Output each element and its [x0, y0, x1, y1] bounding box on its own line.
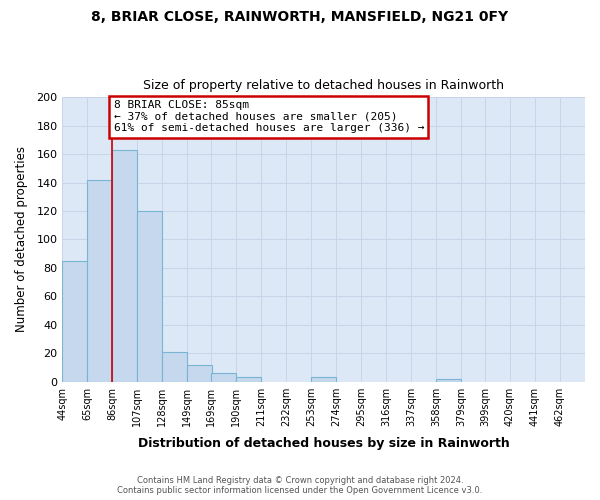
Bar: [436, 379, 461, 382]
Bar: [187, 364, 212, 382]
X-axis label: Distribution of detached houses by size in Rainworth: Distribution of detached houses by size …: [138, 437, 509, 450]
Bar: [211, 373, 236, 382]
Bar: [62, 261, 88, 382]
Bar: [88, 180, 112, 382]
Bar: [137, 211, 163, 382]
Bar: [311, 378, 336, 382]
Text: 8 BRIAR CLOSE: 85sqm
← 37% of detached houses are smaller (205)
61% of semi-deta: 8 BRIAR CLOSE: 85sqm ← 37% of detached h…: [113, 100, 424, 134]
Text: 8, BRIAR CLOSE, RAINWORTH, MANSFIELD, NG21 0FY: 8, BRIAR CLOSE, RAINWORTH, MANSFIELD, NG…: [91, 10, 509, 24]
Text: Contains HM Land Registry data © Crown copyright and database right 2024.
Contai: Contains HM Land Registry data © Crown c…: [118, 476, 482, 495]
Bar: [236, 378, 261, 382]
Y-axis label: Number of detached properties: Number of detached properties: [15, 146, 28, 332]
Bar: [112, 150, 137, 382]
Bar: [163, 352, 187, 382]
Title: Size of property relative to detached houses in Rainworth: Size of property relative to detached ho…: [143, 79, 504, 92]
